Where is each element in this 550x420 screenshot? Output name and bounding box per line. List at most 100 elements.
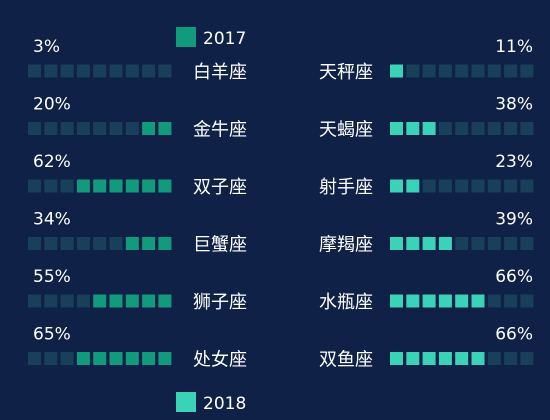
bar-cell-白羊座-2-empty [44,64,58,78]
bar-cell-射手座-1-filled [390,179,403,193]
bar-cell-天秤座-2-empty [406,64,420,78]
bar-cell-巨蟹座-5-empty [93,237,107,250]
bar-cell-射手座-3-empty [422,179,436,193]
bar-cell-金牛座-1-empty [28,122,41,135]
bar-cell-双鱼座-7-empty [487,352,501,365]
bar-cell-水瓶座-1-filled [390,294,403,308]
category-label-水瓶座: 水瓶座 [319,292,373,313]
bar-cell-狮子座-4-empty [76,294,90,308]
bar-cell-天秤座-7-empty [487,64,501,78]
bar-cell-天蝎座-4-empty [438,122,452,135]
bar-cell-天秤座-6-empty [471,64,485,78]
data-label-双鱼座: 66% [495,325,533,345]
bar-cell-天蝎座-8-empty [504,122,518,135]
bar-cell-金牛座-9-filled [158,122,172,135]
legend-label-2017: 2017 [203,29,246,49]
bar-cell-双子座-9-filled [158,179,172,193]
data-label-天蝎座: 38% [495,95,533,115]
bar-cell-射手座-6-empty [471,179,485,193]
bar-cell-天秤座-5-empty [455,64,469,78]
bar-cell-天蝎座-2-filled [406,122,420,135]
bar-cell-巨蟹座-9-filled [158,237,172,250]
bar-cell-水瓶座-3-filled [422,294,436,308]
bar-cell-天秤座-1-filled [390,64,403,78]
data-label-白羊座: 3% [33,37,60,57]
bar-cell-金牛座-7-empty [125,122,139,135]
category-label-巨蟹座: 巨蟹座 [193,235,247,256]
legend-swatch-2017 [176,27,196,47]
bar-cell-天蝎座-5-empty [455,122,469,135]
bar-cell-双鱼座-5-filled [455,352,469,365]
bar-cell-金牛座-3-empty [60,122,74,135]
bar-cell-水瓶座-8-empty [504,294,518,308]
bar-cell-天秤座-8-empty [504,64,518,78]
bar-cell-白羊座-6-empty [109,64,123,78]
bar-cell-处女座-7-filled [125,352,139,365]
bar-cell-摩羯座-6-empty [471,237,485,250]
category-label-天秤座: 天秤座 [319,62,373,83]
bar-cell-狮子座-8-filled [142,294,156,308]
data-label-水瓶座: 66% [495,267,533,287]
bar-cell-射手座-5-empty [455,179,469,193]
category-label-双鱼座: 双鱼座 [319,350,373,371]
bar-cell-天秤座-9-empty [520,64,534,78]
bar-cell-金牛座-6-empty [109,122,123,135]
bar-cell-白羊座-3-empty [60,64,74,78]
bar-cell-金牛座-8-filled [142,122,156,135]
legend-label-2018: 2018 [203,394,246,414]
bar-cell-摩羯座-9-empty [520,237,534,250]
bar-cell-白羊座-5-empty [93,64,107,78]
bar-cell-双鱼座-6-filled [471,352,485,365]
bar-cell-处女座-4-filled [76,352,90,365]
bar-cell-天蝎座-6-empty [471,122,485,135]
bar-cell-狮子座-6-filled [109,294,123,308]
bar-cell-双鱼座-1-filled [390,352,403,365]
bar-cell-射手座-8-empty [504,179,518,193]
data-label-射手座: 23% [495,152,533,172]
bar-cell-双子座-5-filled [93,179,107,193]
bar-cell-摩羯座-8-empty [504,237,518,250]
legend-swatch-2018 [176,392,196,412]
bar-cell-巨蟹座-2-empty [44,237,58,250]
bar-cell-摩羯座-4-filled [438,237,452,250]
bar-cell-摩羯座-3-filled [422,237,436,250]
bar-cell-巨蟹座-8-filled [142,237,156,250]
bar-cell-金牛座-2-empty [44,122,58,135]
bar-cell-巨蟹座-3-empty [60,237,74,250]
bar-cell-处女座-1-empty [28,352,41,365]
bar-cell-白羊座-9-empty [158,64,172,78]
bar-cell-天秤座-4-empty [438,64,452,78]
bar-cell-处女座-5-filled [93,352,107,365]
bar-cell-白羊座-7-empty [125,64,139,78]
bar-cell-水瓶座-6-filled [471,294,485,308]
category-label-双子座: 双子座 [193,177,247,198]
bar-cell-金牛座-5-empty [93,122,107,135]
bar-cell-水瓶座-9-empty [520,294,534,308]
bar-cell-双子座-2-empty [44,179,58,193]
bar-cell-双鱼座-9-empty [520,352,534,365]
bar-cell-双子座-4-filled [76,179,90,193]
bar-cell-双子座-7-filled [125,179,139,193]
bar-cell-水瓶座-4-filled [438,294,452,308]
category-label-狮子座: 狮子座 [193,292,247,313]
data-label-巨蟹座: 34% [33,210,71,230]
bar-cell-狮子座-2-empty [44,294,58,308]
bar-cell-巨蟹座-4-empty [76,237,90,250]
bar-cell-狮子座-7-filled [125,294,139,308]
bar-cell-狮子座-1-empty [28,294,41,308]
bar-cell-天蝎座-9-empty [520,122,534,135]
bar-cell-狮子座-3-empty [60,294,74,308]
bar-cell-巨蟹座-6-empty [109,237,123,250]
category-label-白羊座: 白羊座 [193,62,247,83]
bar-cell-水瓶座-7-empty [487,294,501,308]
category-label-射手座: 射手座 [319,177,373,198]
bar-cell-狮子座-5-filled [93,294,107,308]
bar-cell-处女座-8-filled [142,352,156,365]
data-label-摩羯座: 39% [495,210,533,230]
bar-cell-双鱼座-4-filled [438,352,452,365]
bar-cell-双鱼座-3-filled [422,352,436,365]
bar-cell-处女座-3-empty [60,352,74,365]
bar-cell-处女座-9-filled [158,352,172,365]
